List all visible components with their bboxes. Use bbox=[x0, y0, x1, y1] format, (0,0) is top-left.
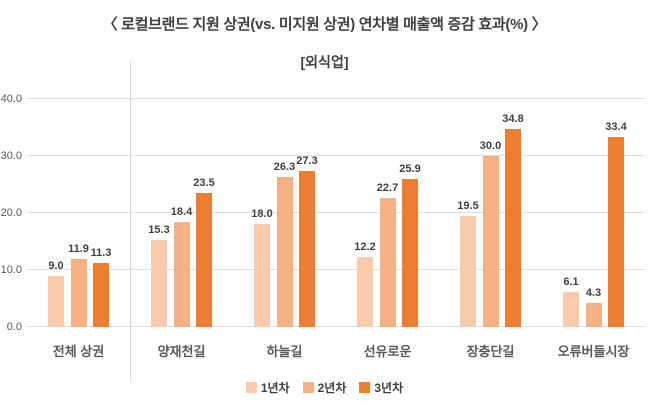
bar-3년차-장충단길 bbox=[505, 128, 521, 327]
plot-area: 9.0 11.9 11.3 15.3 18.4 23.5 18.0 26.3 27.3 12.2 2… bbox=[27, 98, 645, 327]
value-label: 25.9 bbox=[399, 163, 421, 176]
y-axis-tick-label: 0.0 bbox=[6, 321, 22, 333]
bar-1년차-하늘길 bbox=[254, 224, 270, 327]
category-label: 장충단길 bbox=[466, 344, 515, 359]
value-label: 11.9 bbox=[68, 243, 89, 256]
chart-subtitle: [외식업] bbox=[300, 54, 349, 70]
bar-2년차-장충단길 bbox=[482, 156, 499, 327]
value-label: 22.7 bbox=[376, 181, 399, 194]
bar-2년차-양재천길 bbox=[173, 222, 190, 327]
legend-label: 1년차 bbox=[260, 381, 290, 395]
value-label: 12.2 bbox=[354, 241, 376, 254]
legend-item-3년차: 3년차 bbox=[359, 379, 403, 396]
category-label: 선유로운 bbox=[363, 344, 412, 359]
bar-1년차-선유로운 bbox=[357, 257, 373, 327]
gridline-30.0 bbox=[27, 155, 645, 156]
bar-1년차-양재천길 bbox=[151, 239, 167, 327]
y-axis-tick-label: 10.0 bbox=[0, 264, 22, 276]
bar-2년차-전체 상권 bbox=[70, 259, 87, 327]
legend-item-2년차: 2년차 bbox=[302, 379, 347, 396]
bar-1년차-장충단길 bbox=[460, 215, 476, 327]
value-label: 30.0 bbox=[479, 140, 502, 152]
bar-3년차-전체 상권 bbox=[93, 262, 109, 327]
legend-label: 3년차 bbox=[374, 381, 404, 395]
bar-2년차-선유로운 bbox=[379, 197, 396, 327]
legend-swatch-icon bbox=[359, 382, 371, 393]
value-label: 26.3 bbox=[273, 161, 296, 174]
bar-3년차-양재천길 bbox=[196, 193, 212, 327]
value-label: 18.4 bbox=[170, 206, 193, 219]
bar-3년차-하늘길 bbox=[299, 171, 315, 327]
category-label: 전체 상권 bbox=[52, 344, 105, 359]
value-label: 9.0 bbox=[48, 259, 64, 272]
bar-2년차-오류버들시장 bbox=[585, 302, 602, 327]
gridline-20.0 bbox=[27, 212, 645, 213]
value-label: 6.1 bbox=[563, 276, 579, 289]
bar-2년차-하늘길 bbox=[276, 177, 293, 327]
y-axis-tick-label: 40.0 bbox=[0, 93, 22, 105]
category-label: 양재천길 bbox=[157, 344, 206, 359]
legend-label: 2년차 bbox=[317, 381, 347, 395]
chart-title: 〈 로컬브랜드 지원 상권(vs. 미지원 상권) 연차별 매출액 증감 효과(… bbox=[102, 16, 547, 33]
y-axis-tick-label: 30.0 bbox=[0, 150, 22, 162]
category-separator-line bbox=[130, 60, 131, 382]
legend-swatch-icon bbox=[302, 382, 314, 393]
value-label: 19.5 bbox=[457, 199, 479, 212]
value-label: 23.5 bbox=[193, 177, 215, 190]
value-label: 34.8 bbox=[502, 112, 524, 125]
legend-item-1년차: 1년차 bbox=[245, 379, 290, 396]
gridline-10.0 bbox=[27, 269, 645, 270]
value-label: 27.3 bbox=[296, 155, 318, 168]
value-label: 15.3 bbox=[148, 223, 170, 236]
value-label: 18.0 bbox=[251, 208, 273, 221]
y-axis-tick-label: 20.0 bbox=[0, 207, 22, 219]
bar-3년차-선유로운 bbox=[402, 179, 418, 327]
bar-3년차-오류버들시장 bbox=[608, 136, 624, 327]
value-label: 11.3 bbox=[90, 246, 112, 259]
bar-1년차-오류버들시장 bbox=[563, 292, 579, 327]
category-label: 오류버들시장 bbox=[557, 344, 630, 359]
gridline-40.0 bbox=[27, 98, 645, 99]
legend-swatch-icon bbox=[245, 382, 257, 393]
category-label: 하늘길 bbox=[266, 344, 303, 359]
gridline-0.0 bbox=[27, 326, 645, 327]
value-label: 33.4 bbox=[605, 120, 627, 133]
bar-1년차-전체 상권 bbox=[48, 275, 64, 327]
value-label: 4.3 bbox=[585, 286, 602, 299]
legend: 1년차 2년차 3년차 bbox=[0, 379, 649, 396]
